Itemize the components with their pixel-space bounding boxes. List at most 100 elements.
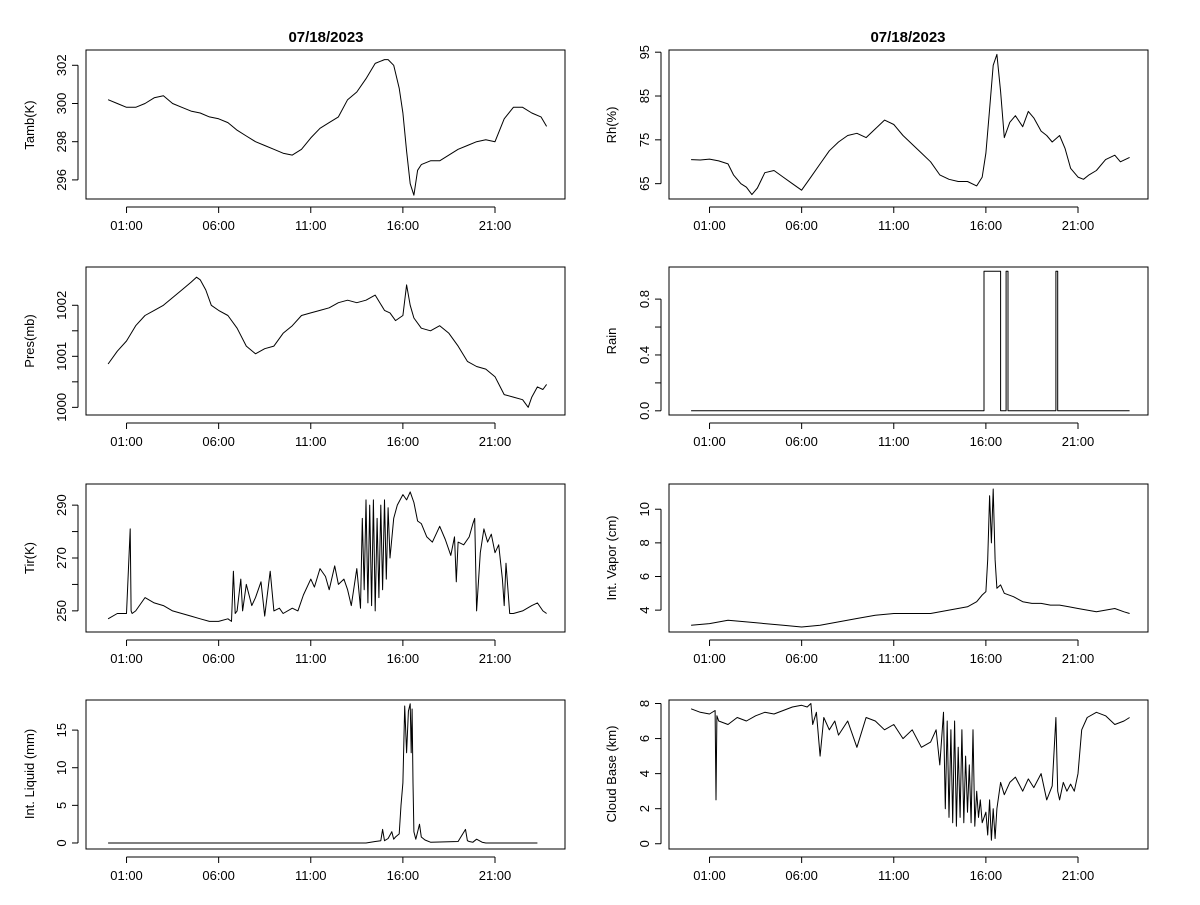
- y-tick-label-cloud: 2: [637, 805, 652, 812]
- x-tick-label-liquid: 06:00: [202, 868, 235, 883]
- y-axis-label-liquid: Int. Liquid (mm): [22, 729, 37, 819]
- series-line-vapor: [691, 488, 1130, 628]
- x-tick-label-vapor: 11:00: [878, 651, 910, 666]
- panel-tir: Tir(K) 01:00 06:00 11:00 16:00 21:00 250 270 29…: [22, 483, 566, 666]
- y-tick-label-pres: 1002: [54, 291, 69, 320]
- y-tick-label-liquid: 5: [54, 802, 69, 809]
- y-tick-label-tamb: 298: [54, 131, 69, 153]
- x-tick-label-cloud: 16:00: [970, 868, 1003, 883]
- y-tick-label-tamb: 302: [54, 54, 69, 76]
- x-tick-label-tamb: 16:00: [387, 218, 420, 233]
- x-tick-label-liquid: 16:00: [387, 868, 420, 883]
- panel-title-right: 07/18/2023: [870, 29, 945, 46]
- x-tick-label-vapor: 21:00: [1062, 651, 1095, 666]
- panel-title-left: 07/18/2023: [288, 29, 363, 46]
- x-tick-label-liquid: 11:00: [295, 868, 327, 883]
- y-tick-label-vapor: 8: [637, 539, 652, 546]
- x-tick-label-tir: 01:00: [110, 651, 143, 666]
- x-tick-label-tamb: 11:00: [295, 218, 327, 233]
- y-tick-label-pres: 1001: [54, 342, 69, 371]
- y-axis-label-vapor: Int. Vapor (cm): [604, 515, 619, 600]
- x-tick-label-pres: 21:00: [479, 434, 512, 449]
- x-tick-label-liquid: 01:00: [110, 868, 143, 883]
- panel-cloud: Cloud Base (km) 01:00 06:00 11:00 16:00 21:0…: [604, 699, 1149, 883]
- series-line-liquid: [108, 703, 538, 844]
- y-tick-label-liquid: 0: [54, 839, 69, 846]
- plot-frame-tamb: [85, 49, 566, 200]
- x-tick-label-cloud: 11:00: [878, 868, 910, 883]
- series-line-tir: [107, 491, 547, 622]
- x-tick-label-tamb: 06:00: [202, 218, 235, 233]
- x-tick-label-vapor: 06:00: [785, 651, 818, 666]
- y-tick-label-cloud: 8: [637, 700, 652, 707]
- x-tick-label-tir: 16:00: [387, 651, 420, 666]
- y-tick-label-cloud: 0: [637, 840, 652, 847]
- y-tick-label-cloud: 4: [637, 770, 652, 777]
- x-tick-label-cloud: 06:00: [785, 868, 818, 883]
- plot-frame-pres: [85, 266, 566, 416]
- plot-frame-liquid: [85, 699, 566, 850]
- panel-rain: Rain 01:00 06:00 11:00 16:00 21:00 0.0 0.4 0.8: [604, 266, 1149, 449]
- x-tick-label-liquid: 21:00: [479, 868, 512, 883]
- x-tick-label-rain: 01:00: [693, 434, 726, 449]
- x-tick-label-cloud: 01:00: [693, 868, 726, 883]
- x-tick-label-rh: 06:00: [785, 218, 818, 233]
- y-tick-label-cloud: 6: [637, 735, 652, 742]
- y-tick-label-tir: 270: [54, 547, 69, 569]
- y-tick-label-vapor: 10: [637, 502, 652, 516]
- y-tick-label-vapor: 4: [637, 607, 652, 614]
- x-tick-label-tir: 11:00: [295, 651, 327, 666]
- x-tick-label-rain: 21:00: [1062, 434, 1095, 449]
- series-line-tamb: [107, 59, 548, 196]
- panel-pres: Pres(mb) 01:00 06:00 11:00 16:00 21:00 1000 10…: [22, 266, 566, 449]
- y-tick-label-rh: 85: [637, 89, 652, 103]
- panel-tamb: 07/18/2023 Tamb(K) 01:00 06:00 11:00 16:00 2…: [22, 29, 566, 233]
- x-tick-label-tir: 06:00: [202, 651, 235, 666]
- x-tick-label-tamb: 01:00: [110, 218, 143, 233]
- x-tick-label-rh: 16:00: [970, 218, 1003, 233]
- x-tick-label-rain: 11:00: [878, 434, 910, 449]
- x-tick-label-tir: 21:00: [479, 651, 512, 666]
- y-tick-label-liquid: 15: [54, 723, 69, 737]
- x-tick-label-pres: 16:00: [387, 434, 420, 449]
- x-tick-label-rh: 01:00: [693, 218, 726, 233]
- y-tick-label-rh: 95: [637, 45, 652, 59]
- plot-frame-vapor: [668, 483, 1149, 633]
- y-tick-label-rain: 0.4: [637, 346, 652, 364]
- x-tick-label-rh: 11:00: [878, 218, 910, 233]
- y-axis-label-rain: Rain: [604, 328, 619, 355]
- y-axis-label-tamb: Tamb(K): [22, 100, 37, 149]
- y-tick-label-rain: 0.0: [637, 402, 652, 420]
- y-axis-label-rh: Rh(%): [604, 107, 619, 144]
- y-axis-label-tir: Tir(K): [22, 542, 37, 574]
- x-tick-label-pres: 06:00: [202, 434, 235, 449]
- x-tick-label-rain: 06:00: [785, 434, 818, 449]
- y-axis-label-pres: Pres(mb): [22, 314, 37, 367]
- x-tick-label-tamb: 21:00: [479, 218, 512, 233]
- y-tick-label-tamb: 296: [54, 169, 69, 191]
- plot-frame-tir: [85, 483, 566, 633]
- y-axis-label-cloud: Cloud Base (km): [604, 726, 619, 823]
- series-line-cloud: [690, 703, 1130, 841]
- panel-liquid: Int. Liquid (mm) 01:00 06:00 11:00 16:00 21:…: [22, 699, 566, 883]
- y-tick-label-rain: 0.8: [637, 290, 652, 308]
- y-tick-label-liquid: 10: [54, 760, 69, 774]
- y-tick-label-vapor: 6: [637, 573, 652, 580]
- x-tick-label-rain: 16:00: [970, 434, 1003, 449]
- y-tick-label-rh: 75: [637, 133, 652, 147]
- y-tick-label-tamb: 300: [54, 93, 69, 115]
- y-tick-label-rh: 65: [637, 176, 652, 190]
- series-line-rh: [691, 53, 1130, 196]
- y-tick-label-pres: 1000: [54, 393, 69, 422]
- x-tick-label-cloud: 21:00: [1062, 868, 1095, 883]
- plot-frame-rain: [668, 266, 1149, 416]
- x-tick-label-rh: 21:00: [1062, 218, 1095, 233]
- panel-vapor: Int. Vapor (cm) 01:00 06:00 11:00 16:00 21:0…: [604, 483, 1149, 666]
- x-tick-label-pres: 11:00: [295, 434, 327, 449]
- x-tick-label-vapor: 16:00: [970, 651, 1003, 666]
- plot-frame-rh: [668, 49, 1149, 200]
- series-line-rain: [691, 270, 1130, 412]
- plot-frame-cloud: [668, 699, 1149, 850]
